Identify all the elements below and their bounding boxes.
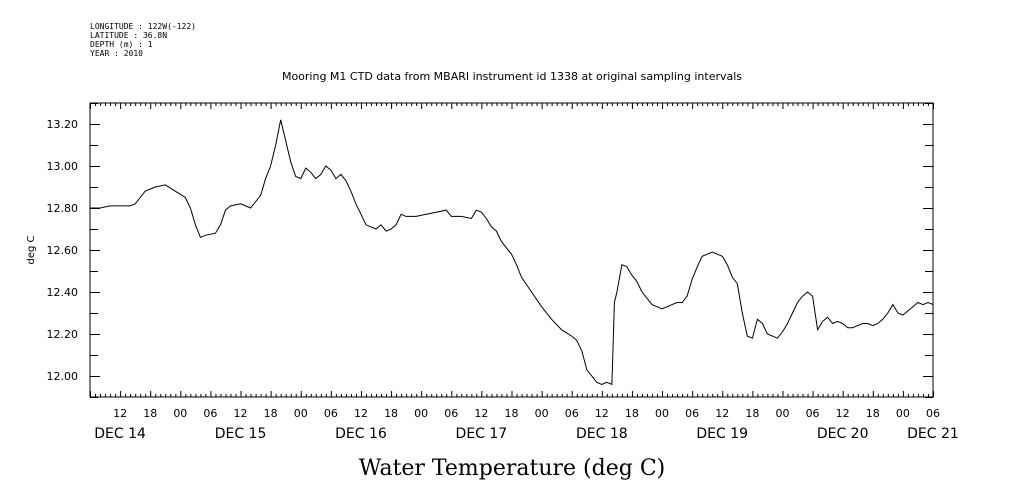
x-date-label: DEC 17: [456, 426, 508, 442]
x-hour-tick-label: 00: [535, 407, 549, 420]
x-hour-tick-label: 18: [745, 407, 759, 420]
x-hour-tick-label: 06: [324, 407, 338, 420]
y-axis-label: deg C: [26, 235, 37, 264]
chart-title: Mooring M1 CTD data from MBARI instrumen…: [282, 70, 742, 83]
y-tick-label: 12.80: [47, 202, 79, 215]
meta-depth: DEPTH (m) : 1: [90, 40, 153, 49]
x-hour-tick-label: 18: [143, 407, 157, 420]
meta-year: YEAR : 2010: [90, 49, 143, 58]
x-date-label: DEC 16: [335, 426, 387, 442]
x-hour-tick-label: 00: [294, 407, 308, 420]
x-date-label: DEC 19: [696, 426, 748, 442]
x-date-label: DEC 20: [817, 426, 869, 442]
x-hour-tick-label: 00: [775, 407, 789, 420]
metadata-block: LONGITUDE : 122W(-122) LATITUDE : 36.8N …: [90, 22, 196, 58]
x-hour-tick-label: 12: [354, 407, 368, 420]
x-hour-tick-label: 12: [474, 407, 488, 420]
axis-ticks: [90, 103, 934, 398]
y-tick-label: 12.00: [47, 370, 79, 383]
meta-longitude: LONGITUDE : 122W(-122): [90, 22, 196, 31]
x-hour-tick-label: 12: [113, 407, 127, 420]
meta-latitude: LATITUDE : 36.8N: [90, 31, 167, 40]
x-hour-tick-label: 06: [926, 407, 940, 420]
temperature-series-line: [90, 119, 934, 386]
x-hour-tick-label: 12: [715, 407, 729, 420]
x-hour-tick-label: 18: [866, 407, 880, 420]
x-hour-tick-label: 06: [444, 407, 458, 420]
x-hour-tick-label: 18: [625, 407, 639, 420]
x-hour-tick-label: 00: [173, 407, 187, 420]
x-date-label: DEC 18: [576, 426, 628, 442]
x-hour-tick-label: 12: [836, 407, 850, 420]
y-tick-label: 12.60: [47, 244, 79, 257]
y-tick-label: 12.20: [47, 328, 79, 341]
axis-tick-labels: 12 18 00 06 12 18 00 06 12 18 00 06 12 18 00 06 12 18 00 06…: [47, 118, 959, 442]
x-hour-tick-label: 06: [203, 407, 217, 420]
y-tick-label: 13.20: [47, 118, 79, 131]
x-hour-tick-label: 00: [414, 407, 428, 420]
x-hour-tick-label: 06: [685, 407, 699, 420]
x-date-label: DEC 14: [94, 426, 146, 442]
x-hour-tick-label: 18: [264, 407, 278, 420]
y-tick-label: 12.40: [47, 286, 79, 299]
x-hour-tick-label: 18: [505, 407, 519, 420]
plot-frame: [89, 102, 934, 398]
y-tick-label: 13.00: [47, 160, 79, 173]
x-hour-tick-label: 12: [595, 407, 609, 420]
x-hour-tick-label: 18: [384, 407, 398, 420]
x-date-label: DEC 21: [907, 426, 959, 442]
x-hour-tick-label: 06: [806, 407, 820, 420]
x-hour-tick-label: 00: [655, 407, 669, 420]
x-hour-tick-label: 12: [234, 407, 248, 420]
x-date-label: DEC 15: [215, 426, 267, 442]
x-hour-tick-label: 06: [565, 407, 579, 420]
x-axis-variable-label: Water Temperature (deg C): [359, 456, 666, 481]
x-hour-tick-label: 00: [896, 407, 910, 420]
